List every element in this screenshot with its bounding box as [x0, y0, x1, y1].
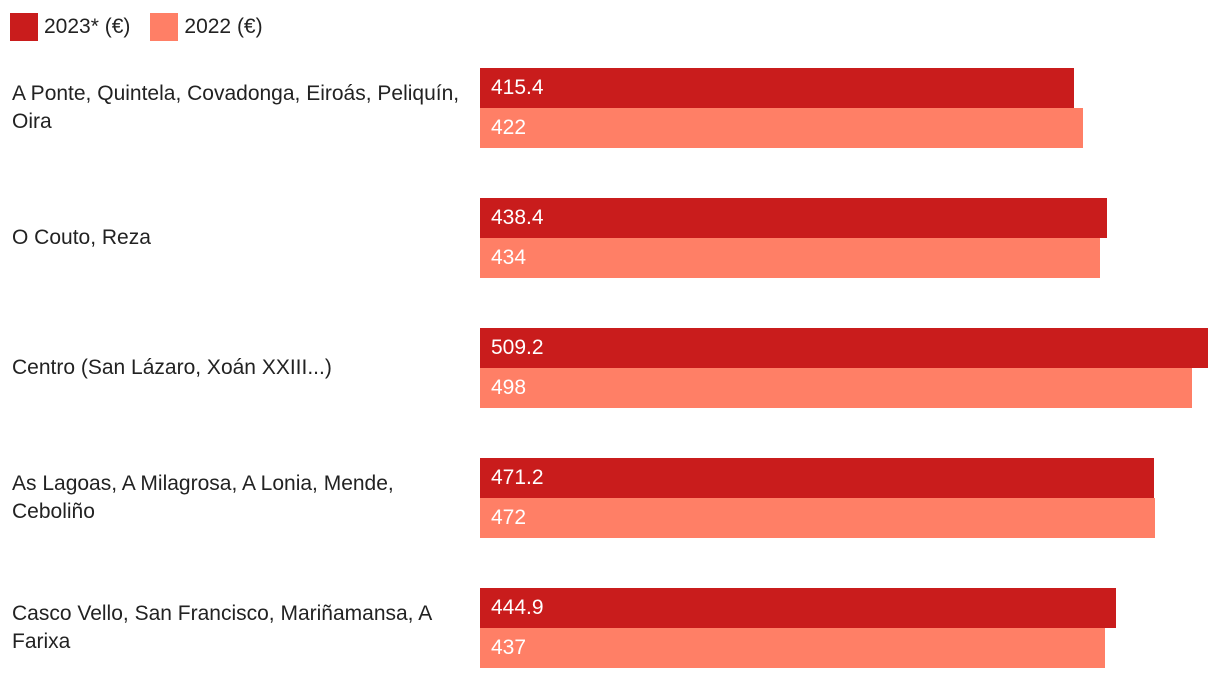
value-label: 444.9	[491, 596, 544, 619]
bar	[480, 368, 1192, 408]
category-label: A Ponte, Quintela, Covadonga, Eiroás, Pe…	[12, 82, 460, 133]
category-label: Centro (San Lázaro, Xoán XXIII...)	[12, 356, 332, 379]
bar	[480, 238, 1101, 278]
legend: 2023* (€) 2022 (€)	[10, 13, 263, 41]
legend-item: 2023* (€)	[10, 13, 130, 41]
legend-swatch	[10, 13, 38, 41]
value-label: 472	[491, 506, 527, 529]
bar	[480, 498, 1155, 538]
bar	[480, 628, 1105, 668]
value-label: 509.2	[491, 336, 544, 359]
value-label: 438.4	[491, 206, 544, 229]
value-label: 471.2	[491, 466, 544, 489]
value-label: 415.4	[491, 76, 544, 99]
bar	[480, 328, 1208, 368]
value-label: 498	[491, 376, 527, 399]
legend-swatch	[150, 13, 179, 41]
bar	[480, 108, 1084, 148]
category-label: O Couto, Reza	[12, 226, 151, 249]
category-label: Casco Vello, San Francisco, Mariñamansa,…	[12, 602, 432, 653]
legend-label: 2022 (€)	[184, 15, 263, 38]
value-label: 437	[491, 636, 527, 659]
bar	[480, 588, 1117, 628]
bar	[480, 68, 1074, 108]
legend-label: 2023* (€)	[44, 15, 131, 38]
value-label: 434	[491, 246, 527, 269]
bar	[480, 198, 1107, 238]
value-label: 422	[491, 116, 527, 139]
bar	[480, 458, 1154, 498]
category-label: As Lagoas, A Milagrosa, A Lonia, Mende, …	[12, 472, 394, 523]
legend-item: 2022 (€)	[150, 13, 263, 41]
